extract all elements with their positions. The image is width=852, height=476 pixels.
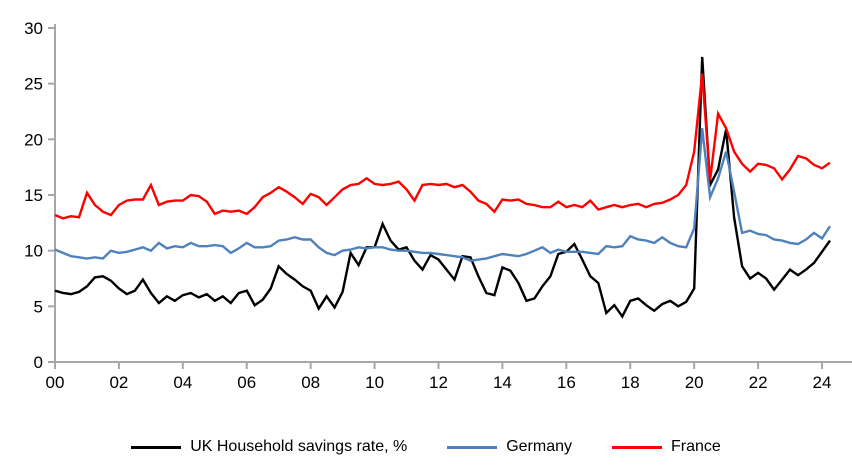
x-axis-tick-label: 08 [301,373,320,392]
x-axis-tick-label: 20 [685,373,704,392]
x-axis-tick-label: 06 [237,373,256,392]
y-axis-tick-label: 25 [24,75,43,94]
y-axis-tick-label: 10 [24,242,43,261]
legend-line-swatch-france [612,445,662,449]
x-axis-tick-label: 16 [557,373,576,392]
y-axis-tick-label: 30 [24,19,43,38]
y-axis-tick-label: 15 [24,186,43,205]
x-axis-tick-label: 24 [813,373,832,392]
legend-item-france: France [612,438,721,456]
chart-svg: 0 5 10 15 20 25 30 00 02 04 06 08 10 12 14 16 18 20 22 24 [24,19,852,392]
x-axis-tick-label: 14 [493,373,512,392]
x-axis-tick-label: 10 [365,373,384,392]
x-axis-tick-label: 12 [429,373,448,392]
legend-label-uk: UK Household savings rate, % [190,438,408,455]
y-axis-tick-label: 0 [34,353,43,372]
x-axis-tick-label: 18 [621,373,640,392]
series-line-1 [54,128,832,262]
legend-label-germany: Germany [506,438,572,455]
legend-item-germany: Germany [447,438,572,456]
series-line-2 [54,73,831,220]
y-axis-tick-label: 20 [24,130,43,149]
x-axis-tick-label: 02 [109,373,128,392]
legend-item-uk: UK Household savings rate, % [131,438,407,456]
y-axis-tick-label: 5 [34,297,43,316]
x-axis-tick-label: 00 [46,373,65,392]
legend-line-swatch-uk [131,445,182,449]
x-axis-tick-label: 22 [749,373,768,392]
chart-legend: UK Household savings rate, % Germany Fra… [0,438,852,456]
x-axis-tick-label: 04 [173,373,192,392]
legend-line-swatch-germany [447,445,498,449]
legend-label-france: France [671,438,721,455]
